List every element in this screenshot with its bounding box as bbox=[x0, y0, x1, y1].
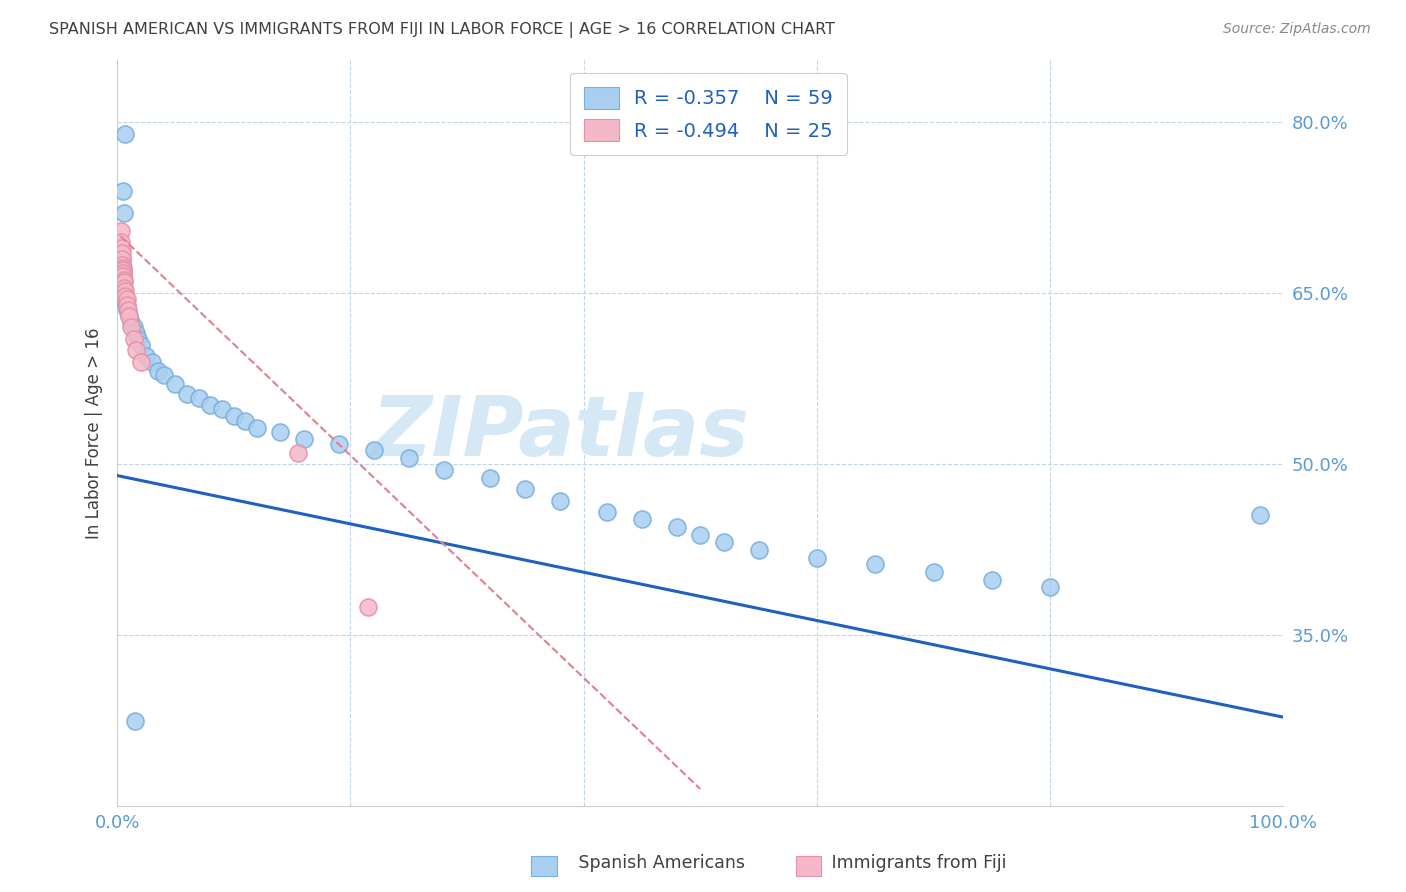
Point bbox=[111, 184, 134, 198]
Point bbox=[114, 288, 136, 302]
Point bbox=[115, 298, 138, 312]
Point bbox=[124, 714, 146, 728]
Point bbox=[117, 303, 139, 318]
Point bbox=[631, 512, 654, 526]
Text: Spanish Americans: Spanish Americans bbox=[562, 855, 745, 872]
Point bbox=[110, 223, 132, 237]
Point bbox=[211, 402, 233, 417]
Point bbox=[596, 505, 619, 519]
Point bbox=[111, 252, 134, 266]
Point bbox=[176, 386, 198, 401]
Point bbox=[125, 343, 148, 358]
Point bbox=[141, 354, 163, 368]
Point bbox=[146, 364, 169, 378]
Point bbox=[110, 246, 132, 260]
Point bbox=[153, 368, 176, 383]
Point bbox=[127, 332, 149, 346]
Point bbox=[118, 309, 141, 323]
Point bbox=[748, 542, 770, 557]
Point bbox=[112, 292, 135, 306]
Point bbox=[515, 482, 537, 496]
Point bbox=[111, 280, 134, 294]
Point bbox=[479, 471, 502, 485]
Point bbox=[863, 558, 886, 572]
Point bbox=[980, 574, 1002, 588]
Point bbox=[922, 566, 945, 580]
Point bbox=[111, 271, 134, 285]
Point bbox=[363, 443, 385, 458]
Point bbox=[357, 599, 380, 614]
Point bbox=[118, 309, 141, 323]
Point bbox=[110, 235, 132, 249]
Point bbox=[269, 425, 291, 440]
Point bbox=[115, 300, 138, 314]
Point bbox=[122, 332, 145, 346]
Point bbox=[111, 261, 134, 276]
Point bbox=[235, 414, 257, 428]
Point bbox=[111, 261, 134, 276]
Point bbox=[112, 272, 135, 286]
Point bbox=[114, 295, 136, 310]
Y-axis label: In Labor Force | Age > 16: In Labor Force | Age > 16 bbox=[86, 327, 103, 539]
Point bbox=[111, 284, 134, 298]
Point bbox=[112, 280, 135, 294]
Point bbox=[111, 288, 134, 302]
Point bbox=[115, 303, 138, 318]
Point bbox=[398, 451, 420, 466]
Point bbox=[120, 320, 142, 334]
Point bbox=[111, 258, 134, 272]
Point bbox=[806, 550, 828, 565]
Point bbox=[665, 520, 688, 534]
Point bbox=[111, 269, 134, 284]
Point bbox=[222, 409, 245, 424]
Text: Source: ZipAtlas.com: Source: ZipAtlas.com bbox=[1223, 22, 1371, 37]
Point bbox=[111, 258, 134, 272]
Point bbox=[292, 432, 315, 446]
Point bbox=[115, 292, 138, 306]
Point bbox=[125, 326, 148, 340]
Point bbox=[111, 269, 134, 284]
Point bbox=[328, 436, 350, 450]
Point bbox=[120, 315, 142, 329]
Point bbox=[200, 398, 222, 412]
Text: Immigrants from Fiji: Immigrants from Fiji bbox=[815, 855, 1007, 872]
Point bbox=[246, 420, 269, 434]
Point bbox=[550, 493, 572, 508]
Point bbox=[112, 275, 135, 289]
Point bbox=[713, 534, 735, 549]
Point bbox=[689, 528, 711, 542]
Point bbox=[111, 275, 134, 289]
Point bbox=[111, 252, 134, 266]
Point bbox=[111, 246, 134, 260]
Point bbox=[111, 263, 134, 277]
Point bbox=[287, 446, 309, 460]
Legend: R = -0.357    N = 59, R = -0.494    N = 25: R = -0.357 N = 59, R = -0.494 N = 25 bbox=[569, 73, 846, 155]
Point bbox=[187, 391, 209, 405]
Point bbox=[111, 241, 134, 255]
Point bbox=[111, 266, 134, 280]
Point bbox=[111, 263, 134, 277]
Point bbox=[1039, 580, 1062, 594]
Point bbox=[129, 337, 152, 351]
Point bbox=[122, 320, 145, 334]
Point bbox=[165, 377, 187, 392]
Text: SPANISH AMERICAN VS IMMIGRANTS FROM FIJI IN LABOR FORCE | AGE > 16 CORRELATION C: SPANISH AMERICAN VS IMMIGRANTS FROM FIJI… bbox=[49, 22, 835, 38]
Point bbox=[135, 349, 157, 363]
Point bbox=[1249, 508, 1271, 523]
Point bbox=[433, 463, 456, 477]
Text: ZIPatlas: ZIPatlas bbox=[371, 392, 749, 474]
Point bbox=[129, 354, 152, 368]
Point bbox=[112, 206, 135, 220]
Point bbox=[111, 266, 134, 280]
Point bbox=[114, 284, 136, 298]
Point bbox=[114, 127, 136, 141]
